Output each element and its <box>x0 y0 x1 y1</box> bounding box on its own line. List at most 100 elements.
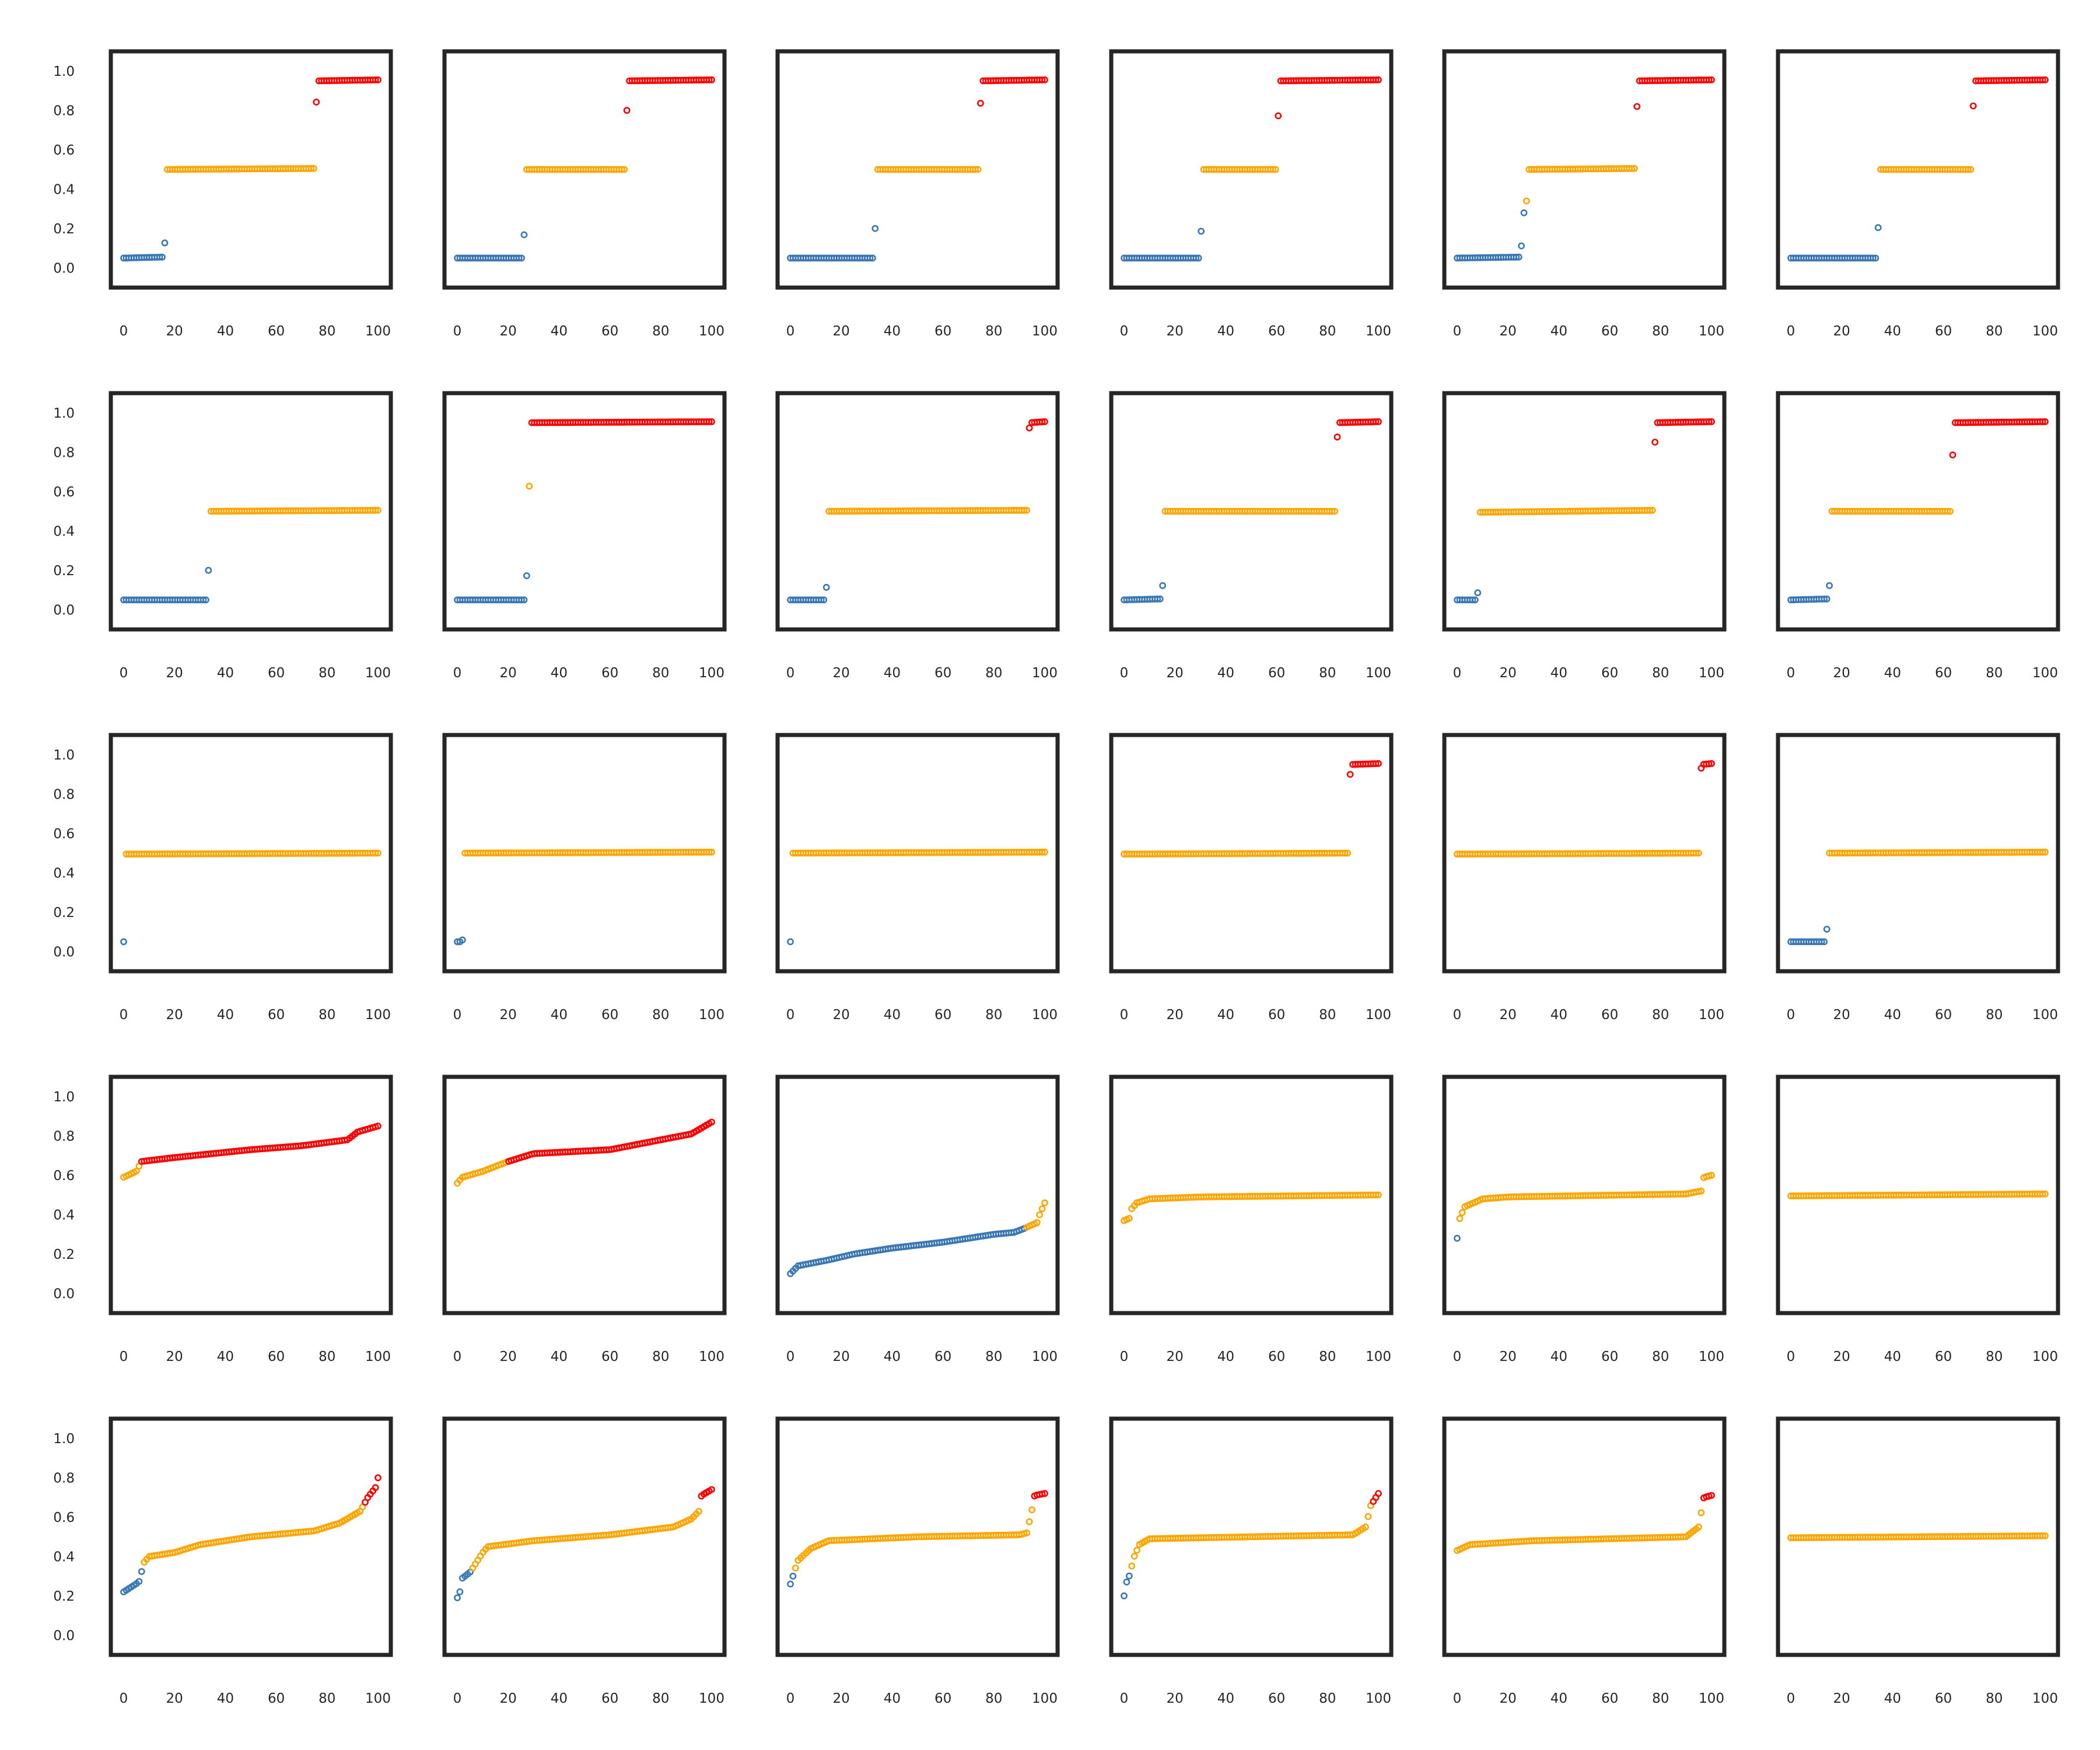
panel-r2c6: 0 20 40 60 80 100 <box>1776 391 2060 681</box>
point <box>156 253 163 261</box>
point <box>135 1578 143 1585</box>
x-tick-label: 40 <box>884 666 901 681</box>
panel-r1c1: 0 20 40 60 80 100 0.0 0.2 0.4 0.6 0.8 1.0 <box>53 49 393 339</box>
point <box>869 254 876 262</box>
y-tick-label: 1.0 <box>53 748 75 763</box>
x-tick-label: 20 <box>166 1349 183 1364</box>
point <box>972 166 979 173</box>
panel-r5c6: 0 20 40 60 80 100 <box>1776 1416 2060 1706</box>
axes-frame <box>108 391 393 632</box>
panel-r1c5: 0 20 40 60 80 100 <box>1442 49 1727 339</box>
x-tick-label: 80 <box>1319 324 1336 339</box>
x-tick-label: 100 <box>1699 324 1724 339</box>
point <box>1130 1552 1138 1560</box>
axes-frame <box>1109 49 1394 290</box>
x-tick-label: 0 <box>1453 324 1462 339</box>
axes-frame <box>1442 1074 1727 1315</box>
point <box>1651 439 1658 446</box>
point <box>1944 508 1951 515</box>
x-tick-label: 80 <box>1986 1349 2003 1364</box>
x-tick-label: 80 <box>1319 1691 1336 1706</box>
point <box>789 1572 797 1580</box>
point <box>1949 452 1957 459</box>
point <box>372 76 379 83</box>
axes-frame <box>442 1416 727 1657</box>
point <box>1708 1171 1715 1179</box>
axes-frame <box>1776 1416 2060 1657</box>
point <box>2039 1532 2046 1539</box>
x-tick-label: 20 <box>1500 666 1517 681</box>
y-tick-label: 0.8 <box>53 1129 75 1144</box>
x-tick-label: 40 <box>884 1007 901 1023</box>
x-tick-label: 80 <box>318 666 335 681</box>
x-tick-label: 20 <box>1167 1349 1184 1364</box>
x-tick-label: 40 <box>1217 324 1234 339</box>
x-tick-label: 80 <box>1986 1007 2003 1023</box>
x-tick-label: 20 <box>1500 1349 1517 1364</box>
point <box>372 849 379 857</box>
x-tick-label: 0 <box>120 1007 128 1023</box>
point <box>1708 760 1715 767</box>
x-tick-label: 60 <box>601 1691 618 1706</box>
x-tick-label: 40 <box>217 324 234 339</box>
x-tick-label: 100 <box>1699 1691 1724 1706</box>
y-tick-label: 1.0 <box>53 1090 75 1105</box>
point <box>456 1588 464 1595</box>
axes-frame <box>1109 391 1394 632</box>
x-tick-label: 80 <box>652 1349 669 1364</box>
x-tick-label: 100 <box>365 1007 391 1023</box>
y-tick-label: 0.2 <box>53 1247 75 1262</box>
x-tick-label: 0 <box>120 1349 128 1364</box>
panel-r5c1: 0 20 40 60 80 100 0.0 0.2 0.4 0.6 0.8 1.0 <box>53 1416 393 1706</box>
point <box>708 76 715 83</box>
point <box>1708 418 1715 425</box>
x-tick-label: 0 <box>453 1007 462 1023</box>
x-tick-label: 0 <box>786 324 795 339</box>
x-tick-label: 20 <box>166 666 183 681</box>
point <box>1346 771 1354 778</box>
points-r3c6 <box>1787 848 2049 946</box>
point <box>708 848 715 856</box>
point <box>974 166 982 173</box>
x-tick-label: 0 <box>120 1691 128 1706</box>
y-tick-label: 0.4 <box>53 182 75 197</box>
panel-r2c4: 0 20 40 60 80 100 <box>1109 391 1394 681</box>
point <box>977 100 984 107</box>
point <box>1125 1572 1133 1580</box>
y-tick-label: 1.0 <box>53 406 75 421</box>
x-tick-label: 60 <box>935 324 951 339</box>
x-tick-label: 0 <box>1453 1691 1462 1706</box>
point <box>1705 418 1713 425</box>
point <box>374 1122 382 1130</box>
point <box>708 1486 715 1493</box>
point <box>120 938 127 946</box>
points-r4c2 <box>454 1118 715 1187</box>
panel-r1c2: 0 20 40 60 80 100 <box>442 49 727 339</box>
panel-r3c5: 0 20 40 60 80 100 <box>1442 733 1727 1023</box>
points-r2c2 <box>454 418 715 604</box>
x-tick-label: 0 <box>1120 1691 1129 1706</box>
point <box>1341 849 1349 857</box>
x-tick-label: 60 <box>1601 666 1618 681</box>
x-tick-label: 40 <box>1550 1007 1567 1023</box>
x-tick-label: 60 <box>1935 666 1952 681</box>
x-tick-label: 0 <box>1787 324 1796 339</box>
panel-r4c4: 0 20 40 60 80 100 <box>1109 1074 1394 1364</box>
x-tick-label: 100 <box>1032 666 1058 681</box>
x-tick-label: 60 <box>268 1691 285 1706</box>
point <box>161 239 169 247</box>
x-tick-label: 100 <box>1366 666 1391 681</box>
x-tick-label: 40 <box>1884 1691 1901 1706</box>
point <box>1041 848 1048 856</box>
y-tick-label: 0.4 <box>53 1208 75 1223</box>
x-tick-label: 100 <box>2032 324 2058 339</box>
point <box>1041 76 1048 83</box>
x-tick-label: 20 <box>833 1007 850 1023</box>
point <box>372 506 379 514</box>
x-tick-label: 40 <box>551 1691 568 1706</box>
x-tick-label: 20 <box>833 324 850 339</box>
point <box>1969 102 1977 110</box>
x-tick-label: 100 <box>1032 324 1058 339</box>
x-tick-label: 100 <box>1699 1007 1724 1023</box>
y-tick-label: 0.6 <box>53 143 75 158</box>
